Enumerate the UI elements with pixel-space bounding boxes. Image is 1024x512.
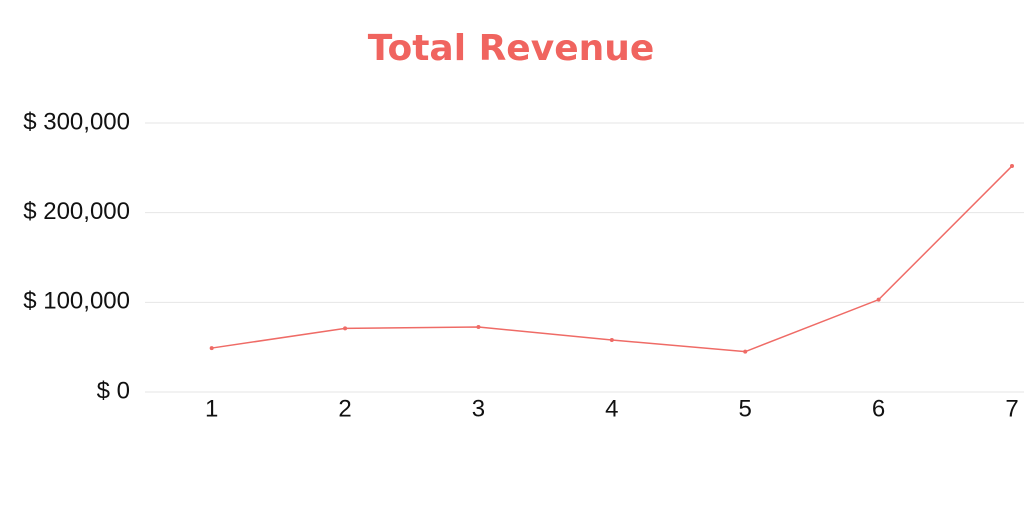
x-tick-label: 1 [205, 395, 218, 422]
point [609, 337, 614, 342]
x-tick-label: 6 [872, 395, 885, 422]
point [876, 297, 881, 302]
y-tick-label: $ 0 [97, 377, 130, 404]
y-tick-label: $ 300,000 [23, 108, 130, 135]
x-tick-label: 2 [338, 395, 351, 422]
chart-title: Total Revenue [368, 28, 655, 69]
x-tick-label: 4 [605, 395, 618, 422]
x-tick-label: 3 [472, 395, 485, 422]
y-tick-label: $ 100,000 [23, 288, 130, 315]
point [1010, 164, 1014, 169]
x-tick-label: 5 [739, 395, 752, 422]
point [476, 324, 481, 329]
line [211, 165, 1013, 353]
point [743, 349, 748, 354]
point [209, 346, 214, 351]
y-tick-label: $ 200,000 [23, 198, 130, 225]
point [343, 326, 348, 331]
x-tick-label: 7 [1005, 395, 1018, 422]
